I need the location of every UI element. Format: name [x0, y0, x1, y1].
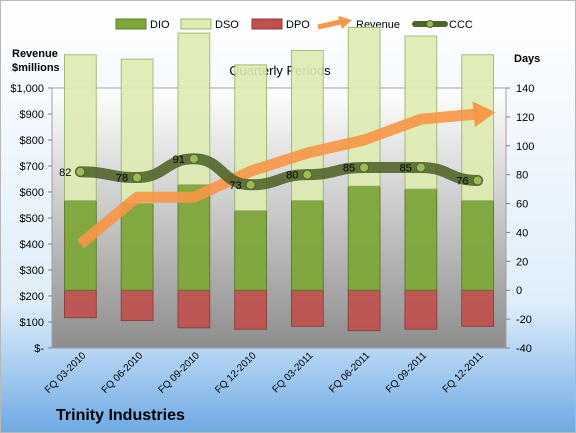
- left-tick-label: $100: [20, 317, 44, 329]
- legend-swatch-revenue: [317, 19, 341, 30]
- right-tick-label: 0: [516, 285, 522, 297]
- right-tick-label: 80: [516, 170, 528, 182]
- left-tick-label: $1,000: [10, 83, 44, 95]
- left-tick-label: $300: [20, 265, 44, 277]
- dpo-bar: [177, 289, 211, 329]
- ccc-data-label: 82: [59, 167, 71, 179]
- ccc-data-label: 85: [400, 162, 412, 174]
- dio-bar: [63, 200, 97, 291]
- legend-swatch-dio: [115, 18, 147, 30]
- dpo-bar: [290, 289, 324, 327]
- dio-bar: [234, 210, 268, 291]
- right-axis-title: Days: [514, 53, 540, 65]
- ccc-data-label: 78: [116, 173, 128, 185]
- legend-swatch-revenue-head: [338, 16, 352, 29]
- dpo-bar: [63, 289, 97, 319]
- ccc-point: [302, 169, 313, 180]
- revenue-arrowhead: [472, 101, 496, 128]
- left-tick-label: $-: [34, 343, 44, 355]
- dio-bar: [290, 200, 324, 291]
- right-tick-label: -20: [516, 314, 532, 326]
- left-axis-title-line1: Revenue: [12, 48, 58, 60]
- legend-swatch-dpo: [251, 18, 283, 30]
- right-tick-label: 100: [516, 141, 534, 153]
- dio-bar: [461, 200, 495, 291]
- ccc-point: [75, 166, 86, 177]
- right-tick-label: 120: [516, 112, 534, 124]
- ccc-point: [359, 162, 370, 173]
- ccc-point: [472, 175, 483, 186]
- ccc-point: [188, 153, 199, 164]
- dso-bar: [63, 54, 97, 202]
- ccc-data-label: 73: [229, 180, 241, 192]
- legend-label-dso: DSO: [215, 19, 239, 31]
- ccc-data-label: 91: [173, 154, 185, 166]
- left-axis-title-line2: $millions: [12, 62, 60, 74]
- dpo-bar: [404, 289, 438, 330]
- left-tick-label: $500: [20, 213, 44, 225]
- right-tick-label: 60: [516, 199, 528, 211]
- ccc-point: [415, 162, 426, 173]
- ccc-data-label: 85: [343, 162, 355, 174]
- legend-label-dpo: DPO: [286, 19, 310, 31]
- dio-bar: [404, 188, 438, 291]
- ccc-point: [132, 172, 143, 183]
- right-tick-label: -40: [516, 343, 532, 355]
- dio-bar: [347, 185, 381, 291]
- dso-bar: [347, 26, 381, 187]
- ccc-data-label: 76: [456, 175, 468, 187]
- left-tick-label: $400: [20, 239, 44, 251]
- legend-label-dio: DIO: [150, 19, 170, 31]
- dio-bar: [120, 203, 154, 291]
- right-tick-label: 20: [516, 256, 528, 268]
- lines: 82 78 91 73 80 85 85 76: [59, 101, 496, 249]
- left-tick-label: $700: [20, 161, 44, 173]
- dpo-bar: [234, 289, 268, 330]
- dpo-bar: [461, 289, 495, 327]
- right-tick-label: 140: [516, 83, 534, 95]
- legend-label-ccc: CCC: [449, 19, 473, 31]
- right-tick-label: 40: [516, 227, 528, 239]
- left-axis: $- $100 $200 $300 $400 $500 $600 $700 $800 $900 $1…: [10, 83, 52, 355]
- left-tick-label: $200: [20, 291, 44, 303]
- dpo-bar: [120, 289, 154, 322]
- ccc-data-label: 80: [286, 170, 298, 182]
- left-tick-label: $600: [20, 187, 44, 199]
- legend-swatch-ccc-marker: [426, 20, 434, 28]
- legend: DIO DSO DPO Revenue CCC: [115, 16, 473, 31]
- dpo-bar: [347, 289, 381, 332]
- left-tick-label: $900: [20, 109, 44, 121]
- right-axis: -40 -20 0 20 40 60 80 100 120 140: [506, 83, 534, 355]
- revenue-line: [76, 108, 479, 249]
- company-name: Trinity Industries: [56, 407, 185, 424]
- ccc-point: [245, 179, 256, 190]
- left-tick-label: $800: [20, 135, 44, 147]
- legend-swatch-dso: [180, 18, 212, 30]
